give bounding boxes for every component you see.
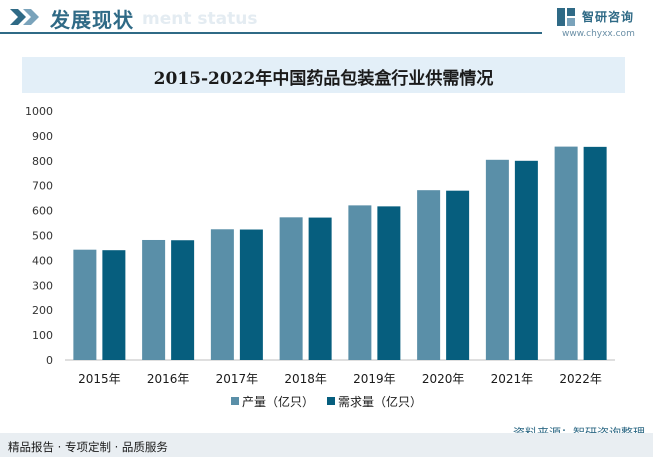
y-tick-label: 900 xyxy=(32,130,53,143)
bar-demand xyxy=(446,190,470,360)
bar-demand xyxy=(239,229,263,360)
bar-production xyxy=(73,249,97,360)
legend-swatch xyxy=(231,397,239,405)
x-tick-label: 2017年 xyxy=(216,372,259,386)
footer-bar xyxy=(0,433,653,457)
page-header: 发展现状 ment status xyxy=(0,0,653,46)
section-title: 发展现状 xyxy=(50,8,134,32)
y-tick-label: 300 xyxy=(32,279,53,292)
bar-production xyxy=(210,229,234,360)
chart-title: 2015-2022年中国药品包装盒行业供需情况 xyxy=(153,69,494,89)
brand-logo: 智研咨询 www.chyxx.com xyxy=(556,7,652,41)
x-tick-label: 2018年 xyxy=(284,372,327,386)
y-tick-label: 200 xyxy=(32,304,53,317)
x-tick-label: 2019年 xyxy=(353,372,396,386)
bar-demand xyxy=(514,160,538,360)
x-tick-label: 2022年 xyxy=(559,372,602,386)
footer-tagline: 精品报告 · 专项定制 · 品质服务 xyxy=(8,440,168,454)
bar-chart: 0 100 200 300 400 500 600 700 800 900 1000 2015年 201… xyxy=(25,105,615,409)
y-tick-label: 400 xyxy=(32,254,53,267)
bar-production xyxy=(485,159,509,360)
y-tick-label: 1000 xyxy=(25,105,53,118)
legend-label: 产量（亿只） xyxy=(242,394,314,409)
bar-production xyxy=(554,146,578,360)
section-subtitle-watermark: ment status xyxy=(142,9,258,29)
x-tick-label: 2016年 xyxy=(147,372,190,386)
bar-demand xyxy=(171,240,195,360)
brand-url: www.chyxx.com xyxy=(562,29,635,39)
x-tick-label: 2021年 xyxy=(491,372,534,386)
brand-name: 智研咨询 xyxy=(582,10,635,24)
y-tick-label: 0 xyxy=(46,354,53,367)
x-tick-label: 2015年 xyxy=(78,372,121,386)
bar-demand xyxy=(308,217,332,360)
bar-production xyxy=(417,190,441,360)
chart-title-band: 2015-2022年中国药品包装盒行业供需情况 xyxy=(22,57,625,93)
x-tick-label: 2020年 xyxy=(422,372,465,386)
legend-label: 需求量（亿只） xyxy=(338,394,422,409)
bar-demand xyxy=(377,206,401,360)
brand-mark-icon xyxy=(557,8,575,26)
legend-swatch xyxy=(327,397,335,405)
y-tick-label: 700 xyxy=(32,180,53,193)
bar-demand xyxy=(583,146,607,360)
bar-production xyxy=(348,205,372,360)
bar-production xyxy=(279,217,303,360)
double-chevron-icon xyxy=(10,9,39,25)
bar-demand xyxy=(102,250,126,360)
header-divider xyxy=(0,32,542,34)
y-tick-label: 600 xyxy=(32,205,53,218)
bar-production xyxy=(142,239,166,360)
y-tick-label: 100 xyxy=(32,329,53,342)
y-tick-label: 500 xyxy=(32,230,53,243)
y-tick-label: 800 xyxy=(32,155,53,168)
